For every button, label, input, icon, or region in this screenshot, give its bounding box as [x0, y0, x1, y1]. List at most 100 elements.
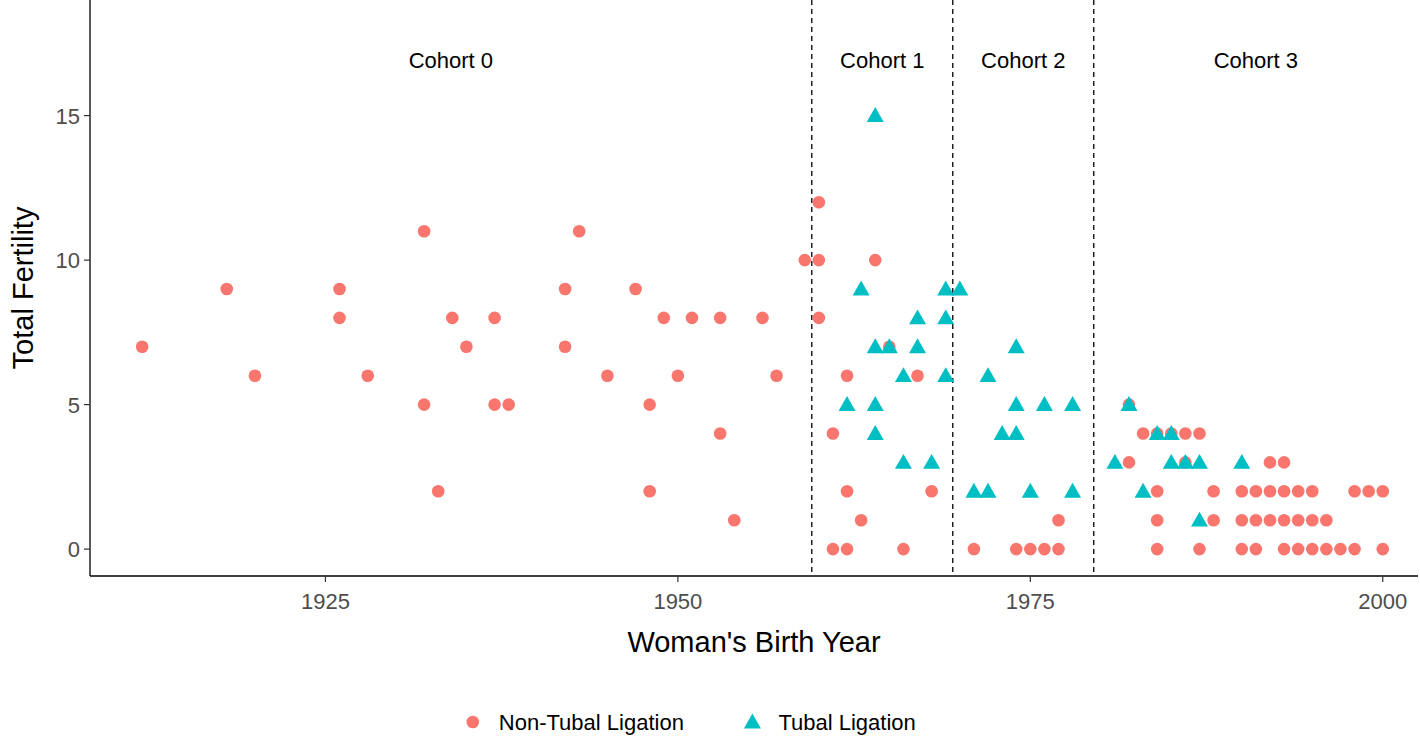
point: [1235, 485, 1248, 498]
point: [714, 427, 727, 440]
point: [855, 514, 868, 527]
point: [1179, 427, 1192, 440]
point: [1151, 485, 1164, 498]
point: [770, 369, 783, 382]
x-tick-label: 1950: [653, 589, 702, 614]
point: [895, 454, 912, 469]
legend-label: Tubal Ligation: [778, 710, 915, 735]
legend-marker: [467, 716, 480, 729]
point: [1135, 483, 1152, 498]
point: [488, 398, 501, 411]
point: [841, 485, 854, 498]
point: [1334, 543, 1347, 556]
point: [867, 425, 884, 440]
point: [1106, 454, 1123, 469]
plot-area: [136, 107, 1389, 555]
point: [1376, 485, 1389, 498]
chart: Cohort 0Cohort 1Cohort 2Cohort 305101519…: [0, 0, 1420, 748]
point: [911, 369, 924, 382]
y-tick-label: 15: [56, 104, 80, 129]
background: [0, 0, 1420, 748]
point: [1278, 485, 1291, 498]
point: [1052, 514, 1065, 527]
point: [937, 309, 954, 324]
point: [1137, 427, 1150, 440]
point: [1123, 456, 1136, 469]
point: [1151, 543, 1164, 556]
point: [418, 398, 431, 411]
point: [1362, 485, 1375, 498]
point: [1024, 543, 1037, 556]
point: [841, 369, 854, 382]
point: [559, 341, 572, 354]
y-tick: [84, 549, 90, 550]
point: [1163, 425, 1180, 440]
point: [1010, 543, 1023, 556]
point: [1292, 543, 1305, 556]
point: [1191, 454, 1208, 469]
point: [1235, 543, 1248, 556]
point: [1008, 396, 1025, 411]
y-tick: [84, 115, 90, 116]
cohort-divider: [1093, 0, 1094, 576]
point: [827, 427, 840, 440]
point: [937, 367, 954, 382]
point: [881, 338, 898, 353]
point: [1038, 543, 1051, 556]
point: [1207, 485, 1220, 498]
point: [813, 254, 826, 267]
point: [446, 312, 459, 325]
x-tick: [325, 576, 326, 582]
x-tick-label: 2000: [1358, 589, 1407, 614]
point: [841, 543, 854, 556]
point: [220, 283, 233, 296]
point: [897, 543, 910, 556]
y-tick: [84, 404, 90, 405]
point: [923, 454, 940, 469]
cohort-divider: [811, 0, 812, 576]
point: [714, 312, 727, 325]
point: [937, 281, 954, 296]
cohort-label: Cohort 2: [981, 48, 1065, 73]
y-tick-label: 5: [68, 393, 80, 418]
point: [643, 485, 656, 498]
point: [686, 312, 699, 325]
legend-marker: [744, 714, 761, 729]
point: [980, 367, 997, 382]
legend: Non-Tubal LigationTubal Ligation: [467, 710, 916, 735]
point: [573, 225, 586, 238]
x-tick: [677, 576, 678, 582]
point: [1008, 338, 1025, 353]
point: [1264, 514, 1277, 527]
point: [1306, 485, 1319, 498]
point: [965, 483, 982, 498]
point: [1306, 543, 1319, 556]
point: [1264, 456, 1277, 469]
y-axis-title: Total Fertility: [7, 206, 39, 369]
point: [798, 254, 811, 267]
point: [1064, 396, 1081, 411]
x-tick: [1382, 576, 1383, 582]
point: [1320, 543, 1333, 556]
x-tick-label: 1975: [1006, 589, 1055, 614]
point: [813, 312, 826, 325]
point: [1064, 483, 1081, 498]
point: [895, 367, 912, 382]
point: [136, 341, 149, 354]
point: [1250, 543, 1263, 556]
x-tick-label: 1925: [301, 589, 350, 614]
point: [925, 485, 938, 498]
point: [1233, 454, 1250, 469]
point: [559, 283, 572, 296]
point: [1348, 485, 1361, 498]
point: [867, 107, 884, 122]
point: [909, 338, 926, 353]
point: [756, 312, 769, 325]
point: [249, 369, 262, 382]
y-axis-line: [89, 0, 90, 576]
point: [488, 312, 501, 325]
point: [1250, 485, 1263, 498]
point: [361, 369, 374, 382]
x-axis-title: Woman's Birth Year: [627, 626, 881, 658]
point: [1193, 427, 1206, 440]
